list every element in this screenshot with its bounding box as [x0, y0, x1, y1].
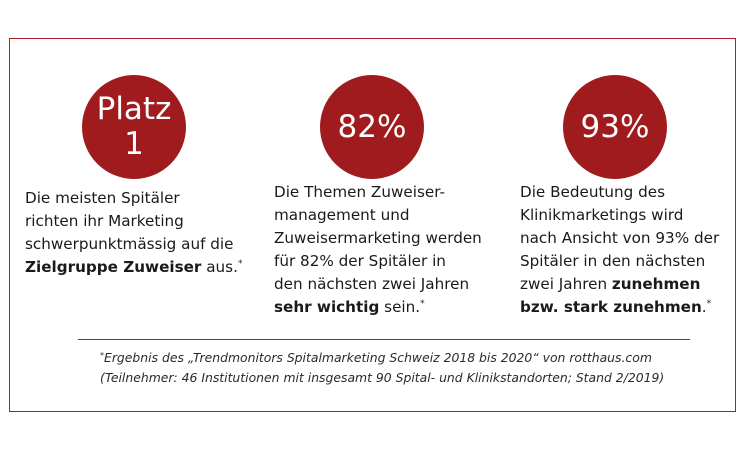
emphasis-text: zunehmen — [611, 275, 701, 293]
description-line: zwei Jahren zunehmen — [520, 273, 719, 296]
description-line: Zielgruppe Zuweiser aus.* — [25, 256, 242, 279]
description-line: den nächsten zwei Jahren — [274, 273, 482, 296]
description-line: schwerpunktmässig auf die — [25, 233, 242, 256]
description-line: sehr wichtig sein.* — [274, 296, 482, 319]
description-line: bzw. stark zunehmen.* — [520, 296, 719, 319]
description-line: für 82% der Spitäler in — [274, 250, 482, 273]
footnote-marker: * — [237, 259, 243, 269]
footnote: *Ergebnis des „Trendmonitors Spitalmarke… — [100, 348, 700, 388]
stat-circle-82: 82% — [320, 75, 424, 179]
footnote-divider — [78, 339, 690, 340]
description-line: Spitäler in den nächsten — [520, 250, 719, 273]
footnote-line-1: *Ergebnis des „Trendmonitors Spitalmarke… — [100, 348, 700, 368]
emphasis-text: sehr wichtig — [274, 298, 380, 316]
footnote-marker: * — [100, 351, 104, 360]
stat-description-82: Die Themen Zuweiser-management und Zuweis… — [274, 181, 482, 319]
footnote-marker: * — [420, 299, 425, 309]
description-text: Spitäler in den nächsten — [520, 252, 706, 270]
description-line: Die Themen Zuweiser- — [274, 181, 482, 204]
stat-headline-82: 82% — [337, 108, 407, 145]
description-text: zwei Jahren — [520, 275, 612, 293]
footnote-marker: * — [706, 299, 712, 309]
description-text: Die Bedeutung des — [520, 183, 666, 201]
description-line: Klinikmarketings wird — [520, 204, 719, 227]
description-text: management und — [274, 206, 410, 224]
infographic-frame: Platz 1 Die meisten Spitäler richten ihr … — [9, 38, 736, 412]
description-text: für 82% der Spitäler in — [274, 252, 446, 270]
description-text: sein. — [379, 298, 421, 316]
stat-description-rank: Die meisten Spitäler richten ihr Marketin… — [25, 187, 242, 279]
description-line: management und — [274, 204, 482, 227]
description-text: den nächsten zwei Jahren — [274, 275, 470, 293]
stat-headline-93: 93% — [580, 108, 650, 145]
description-text: nach Ansicht von 93% der — [520, 229, 720, 247]
description-line: Die Bedeutung des — [520, 181, 719, 204]
stat-circle-93: 93% — [563, 75, 667, 179]
stat-circle-rank: Platz 1 — [82, 75, 186, 179]
footnote-line-2: (Teilnehmer: 46 Institutionen mit insges… — [100, 370, 665, 385]
description-text: . — [701, 298, 707, 316]
footnote-source-text: Ergebnis des „Trendmonitors Spitalmarket… — [104, 350, 652, 365]
description-line: richten ihr Marketing — [25, 210, 242, 233]
description-text: Zuweisermarketing werden — [274, 229, 482, 247]
description-line: Die meisten Spitäler — [25, 187, 242, 210]
stat-headline-rank: Platz 1 — [96, 91, 172, 162]
emphasis-text: bzw. stark zunehmen — [520, 298, 702, 316]
stat-description-93: Die Bedeutung des Klinikmarketings wird na… — [520, 181, 719, 319]
description-line: nach Ansicht von 93% der — [520, 227, 719, 250]
description-line: Zuweisermarketing werden — [274, 227, 482, 250]
description-text: richten ihr Marketing — [25, 212, 184, 230]
description-text: Klinikmarketings wird — [520, 206, 684, 224]
description-text: aus. — [201, 258, 238, 276]
emphasis-text: Zielgruppe Zuweiser — [25, 258, 202, 276]
description-text: Die Themen Zuweiser- — [274, 183, 445, 201]
description-text: schwerpunktmässig auf die — [25, 235, 234, 253]
description-text: Die meisten Spitäler — [25, 189, 180, 207]
